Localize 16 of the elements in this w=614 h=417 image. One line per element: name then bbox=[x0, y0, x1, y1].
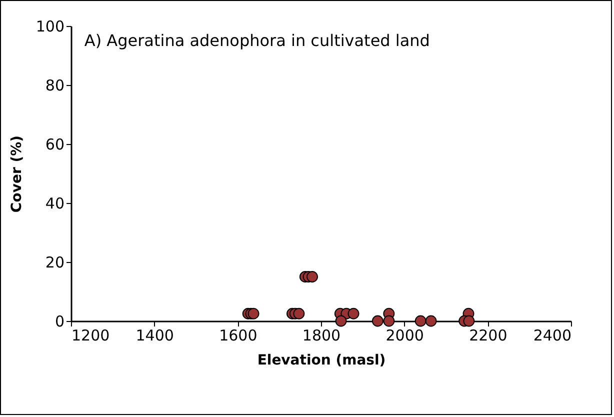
x-tick-label: 1800 bbox=[302, 326, 341, 344]
x-tick-label: 1400 bbox=[136, 326, 174, 344]
x-tick-label: 2200 bbox=[469, 326, 508, 344]
y-tick-label: 80 bbox=[45, 76, 64, 94]
y-tick-label: 0 bbox=[54, 312, 64, 330]
y-tick-label: 40 bbox=[45, 194, 64, 212]
x-tick-label: 1200 bbox=[72, 326, 110, 344]
x-tick-label: 1600 bbox=[219, 326, 258, 344]
y-tick-label: 60 bbox=[45, 136, 64, 154]
x-axis-title: Elevation (masl) bbox=[257, 352, 386, 368]
y-axis-title: Cover (%) bbox=[8, 135, 25, 213]
x-tick-label: 2000 bbox=[386, 326, 424, 344]
x-tick-label: 2400 bbox=[533, 326, 572, 344]
y-tick-label: 100 bbox=[36, 18, 64, 36]
chart-title: A) Ageratina adenophora in cultivated land bbox=[84, 31, 430, 50]
y-tick-label: 20 bbox=[45, 254, 64, 272]
